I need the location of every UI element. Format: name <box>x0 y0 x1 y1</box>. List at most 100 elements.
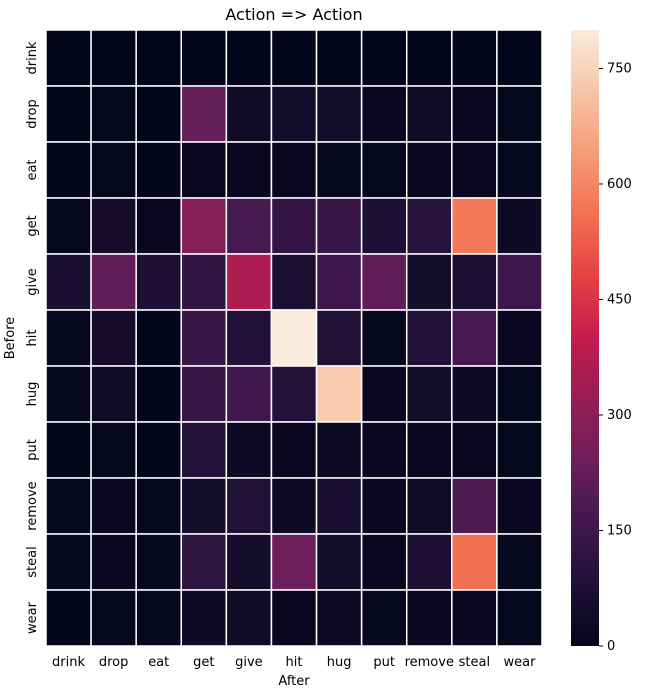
heatmap-cell-wear-put <box>360 589 408 647</box>
heatmap-cell-drink-steal <box>451 29 498 87</box>
heatmap-cell-give-wear <box>496 253 543 311</box>
heatmap-cell-get-hug <box>315 197 363 255</box>
heatmap-cell-steal-get <box>180 533 228 591</box>
heatmap-cell-get-hit <box>270 197 318 255</box>
heatmap-cell-drink-drop <box>90 29 137 87</box>
heatmap-cell-get-eat <box>135 197 183 255</box>
heatmap-cell-eat-give <box>225 141 273 199</box>
heatmap-cell-drink-hit <box>270 29 318 87</box>
heatmap-cell-hit-drink <box>45 309 92 367</box>
y-tick-label: put <box>25 439 40 461</box>
heatmap-cell-hug-hit <box>270 365 318 423</box>
heatmap-cell-drop-hug <box>315 85 363 143</box>
heatmap-cell-hug-wear <box>496 365 543 423</box>
heatmap-cell-put-steal <box>451 421 498 479</box>
heatmap-cell-drink-hug <box>315 29 363 87</box>
heatmap-cell-steal-drink <box>45 533 92 591</box>
heatmap-cells <box>45 29 543 647</box>
heatmap-cell-eat-wear <box>496 141 543 199</box>
x-tick-label: wear <box>503 655 536 670</box>
heatmap-cell-hug-remove <box>405 365 453 423</box>
heatmap-cell-hug-put <box>360 365 408 423</box>
heatmap-cell-hug-hug <box>315 365 363 423</box>
heatmap-cell-drop-drink <box>45 85 92 143</box>
heatmap-cell-give-remove <box>405 253 453 311</box>
heatmap-cell-eat-get <box>180 141 228 199</box>
heatmap-cell-put-get <box>180 421 228 479</box>
heatmap-cell-eat-hit <box>270 141 318 199</box>
heatmap-cell-wear-wear <box>496 589 543 647</box>
heatmap-cell-hit-steal <box>451 309 498 367</box>
y-tick-label: drop <box>25 99 40 129</box>
x-tick-label: hit <box>286 655 303 670</box>
heatmap-cell-get-put <box>360 197 408 255</box>
heatmap-cell-put-drink <box>45 421 92 479</box>
heatmap-cell-drink-put <box>360 29 408 87</box>
heatmap-cell-eat-drink <box>45 141 92 199</box>
heatmap-cell-give-steal <box>451 253 498 311</box>
colorbar-tick-label: 300 <box>607 408 632 423</box>
heatmap-cell-wear-hit <box>270 589 318 647</box>
heatmap-cell-wear-drink <box>45 589 92 647</box>
colorbar-tick-label: 600 <box>607 177 632 192</box>
heatmap-cell-hit-hit <box>270 309 318 367</box>
heatmap-cell-hug-eat <box>135 365 183 423</box>
heatmap-cell-eat-eat <box>135 141 183 199</box>
y-tick-label: drink <box>25 41 40 74</box>
heatmap-cell-get-give <box>225 197 273 255</box>
colorbar-tick-label: 750 <box>607 62 632 77</box>
heatmap-cell-steal-steal <box>451 533 498 591</box>
heatmap-cell-put-give <box>225 421 273 479</box>
heatmap-cell-wear-drop <box>90 589 137 647</box>
heatmap-cell-wear-give <box>225 589 273 647</box>
heatmap-cell-drink-drink <box>45 29 92 87</box>
heatmap-cell-put-remove <box>405 421 453 479</box>
heatmap-cell-eat-put <box>360 141 408 199</box>
heatmap-cell-give-hug <box>315 253 363 311</box>
heatmap-cell-remove-drink <box>45 477 92 535</box>
heatmap-cell-drop-get <box>180 85 228 143</box>
heatmap-cell-steal-hit <box>270 533 318 591</box>
y-tick-label: get <box>25 215 40 236</box>
heatmap-cell-remove-drop <box>90 477 137 535</box>
heatmap-cell-hit-hug <box>315 309 363 367</box>
heatmap-cell-get-drink <box>45 197 92 255</box>
heatmap-cell-put-put <box>360 421 408 479</box>
colorbar-tick-label: 150 <box>607 524 632 539</box>
heatmap-cell-give-give <box>225 253 273 311</box>
heatmap-cell-drop-put <box>360 85 408 143</box>
heatmap-cell-give-put <box>360 253 408 311</box>
heatmap-cell-steal-hug <box>315 533 363 591</box>
heatmap-cell-drop-drop <box>90 85 137 143</box>
x-tick-label: put <box>373 655 395 670</box>
heatmap-cell-hug-drink <box>45 365 92 423</box>
heatmap-cell-eat-hug <box>315 141 363 199</box>
x-axis-ticks: drink drop eat get give hit hug put remove steal w… <box>52 655 536 670</box>
heatmap-cell-hug-drop <box>90 365 137 423</box>
y-tick-label: give <box>25 268 40 296</box>
colorbar <box>571 30 599 646</box>
heatmap-cell-put-hit <box>270 421 318 479</box>
x-tick-label: eat <box>148 655 169 670</box>
chart-title: Action => Action <box>225 5 362 24</box>
x-tick-label: remove <box>405 655 454 670</box>
heatmap-cell-steal-eat <box>135 533 183 591</box>
heatmap-cell-remove-steal <box>451 477 498 535</box>
heatmap-cell-give-hit <box>270 253 318 311</box>
heatmap-cell-put-drop <box>90 421 137 479</box>
y-tick-label: remove <box>25 481 40 530</box>
y-tick-label: steal <box>25 546 40 577</box>
heatmap-cell-put-wear <box>496 421 543 479</box>
x-tick-label: steal <box>459 655 490 670</box>
heatmap-cell-give-drop <box>90 253 137 311</box>
heatmap-cell-drink-get <box>180 29 228 87</box>
heatmap-cell-put-hug <box>315 421 363 479</box>
heatmap-cell-wear-eat <box>135 589 183 647</box>
colorbar-tick-label: 450 <box>607 293 632 308</box>
colorbar-ticks: 0 150 300 450 600 750 <box>599 62 632 654</box>
heatmap-cell-get-get <box>180 197 228 255</box>
y-tick-label: hit <box>25 330 40 347</box>
heatmap-cell-wear-get <box>180 589 228 647</box>
x-tick-label: hug <box>327 655 352 670</box>
